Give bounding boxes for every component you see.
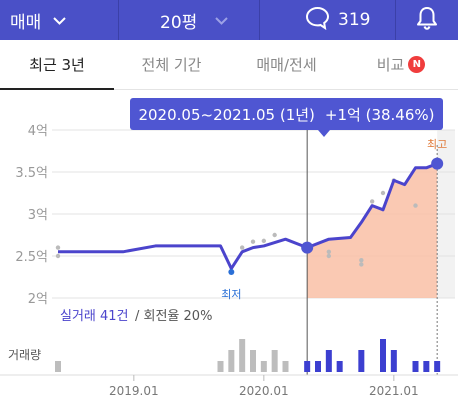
top-bar: 매매 20평 319 xyxy=(0,0,458,40)
volume-bar xyxy=(390,350,397,372)
tooltip-pointer xyxy=(318,130,330,137)
bell-icon xyxy=(416,6,438,35)
min-label: 최저 xyxy=(221,288,241,301)
tab-compare[interactable]: 비교 N xyxy=(344,40,458,89)
volume-bar xyxy=(282,361,289,372)
transaction-point xyxy=(380,190,386,196)
transaction-point xyxy=(359,258,364,263)
transaction-point xyxy=(261,238,267,244)
min-dot xyxy=(228,269,235,275)
volume-bar xyxy=(412,361,419,372)
turnover-rate: / 회전율 20% xyxy=(135,309,212,324)
volume-bar xyxy=(434,361,441,372)
tab-recent-3-years[interactable]: 최근 3년 xyxy=(0,40,114,90)
volume-bar xyxy=(55,361,61,372)
transaction-point xyxy=(239,245,245,250)
x-tick-label: 2019.01 xyxy=(109,384,159,398)
max-point-marker xyxy=(431,157,444,170)
transaction-point xyxy=(55,245,61,250)
volume-bar xyxy=(271,350,278,372)
transaction-point xyxy=(272,232,277,238)
period-change-tooltip: 2020.05~2021.05 (1년) +1억 (38.46%) xyxy=(130,98,443,130)
transaction-point xyxy=(326,249,332,254)
size-label: 20평 xyxy=(160,12,198,33)
chevron-down-icon xyxy=(215,10,228,30)
tab-label: 매매/전세 xyxy=(256,56,317,74)
speech-bubble-icon xyxy=(305,6,330,35)
volume-bar xyxy=(228,350,235,372)
transaction-point xyxy=(55,253,61,259)
period-tabs: 최근 3년 전체 기간 매매/전세 비교 N xyxy=(0,40,458,90)
start-point-marker xyxy=(301,241,314,254)
y-tick-label: 2.5억 xyxy=(15,250,48,265)
transaction-point xyxy=(250,239,256,244)
y-tick-label: 3.5억 xyxy=(15,166,48,181)
tab-label: 비교 xyxy=(376,56,405,74)
volume-bar xyxy=(423,361,430,372)
tab-sale-lease[interactable]: 매매/전세 xyxy=(229,40,344,89)
comments-button[interactable]: 319 xyxy=(259,0,395,40)
size-dropdown[interactable]: 20평 xyxy=(118,0,259,40)
deal-type-label: 매매 xyxy=(10,12,42,33)
trade-count: 실거래 41건 xyxy=(60,309,129,324)
volume-bar xyxy=(315,361,321,372)
transaction-point xyxy=(413,203,418,208)
max-label: 최고 xyxy=(427,138,447,151)
volume-bar xyxy=(358,350,365,372)
y-tick-label: 4억 xyxy=(28,124,48,139)
volume-bar xyxy=(304,361,311,372)
price-line xyxy=(58,162,438,271)
transaction-point xyxy=(326,253,332,259)
volume-bar xyxy=(336,361,343,372)
y-tick-label: 2억 xyxy=(28,292,48,307)
comment-count: 319 xyxy=(338,10,371,30)
transaction-point xyxy=(359,262,364,267)
x-tick-label: 2020.01 xyxy=(239,384,289,398)
tooltip-change: +1억 (38.46%) xyxy=(324,105,435,124)
volume-bar xyxy=(260,361,267,372)
volume-label: 거래량 xyxy=(8,348,41,362)
volume-bar xyxy=(380,339,386,372)
highlight-area xyxy=(307,163,438,298)
volume-bar xyxy=(239,339,246,372)
new-badge: N xyxy=(408,56,426,73)
volume-bar xyxy=(217,361,224,372)
deal-type-dropdown[interactable]: 매매 xyxy=(0,0,118,40)
notification-button[interactable] xyxy=(395,0,458,40)
tab-all-period[interactable]: 전체 기간 xyxy=(114,40,229,89)
x-tick-label: 2021.01 xyxy=(369,384,419,398)
tab-label: 최근 3년 xyxy=(29,55,85,74)
chevron-down-icon xyxy=(53,10,66,30)
tooltip-range: 2020.05~2021.05 (1년) xyxy=(138,105,315,124)
y-tick-label: 3억 xyxy=(28,208,48,223)
transaction-point xyxy=(369,199,375,204)
volume-bar xyxy=(325,350,332,372)
tab-label: 전체 기간 xyxy=(141,56,202,74)
volume-bar xyxy=(250,350,256,372)
